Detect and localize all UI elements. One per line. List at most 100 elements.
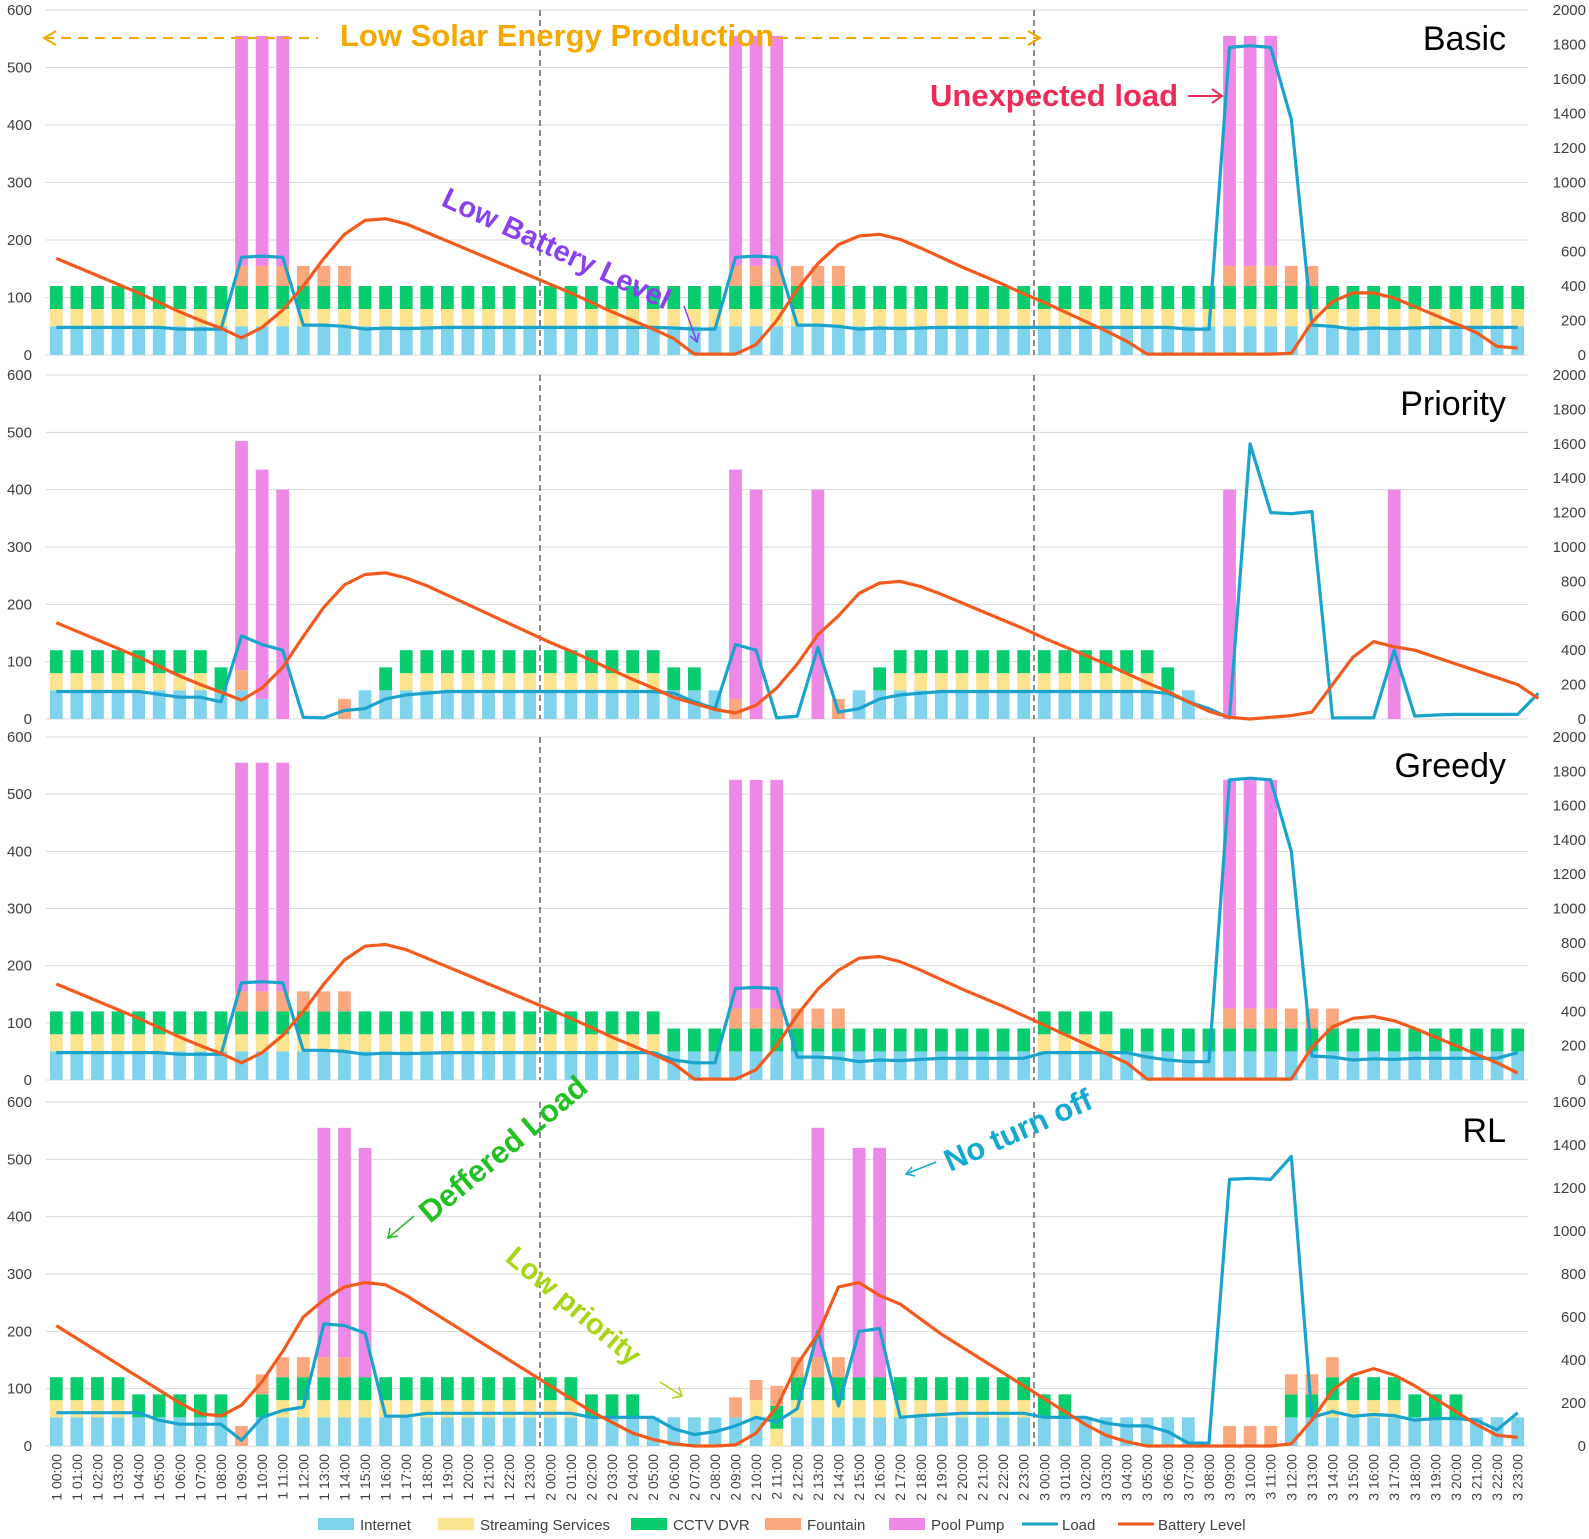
bar-cctv xyxy=(811,1028,825,1052)
y-left-tick-label: 600 xyxy=(7,729,32,746)
x-tick-label: 3 09:00 xyxy=(1222,1454,1238,1501)
bar-internet xyxy=(173,690,187,719)
bar-internet xyxy=(873,326,887,355)
x-tick-label: 3 14:00 xyxy=(1325,1454,1341,1501)
bar-streaming xyxy=(49,673,63,691)
bar-cctv xyxy=(49,1377,63,1401)
bar-internet xyxy=(173,326,187,355)
bar-fountain xyxy=(1326,1357,1339,1378)
bar-internet xyxy=(996,1051,1010,1080)
bar-fountain xyxy=(296,265,310,286)
bar-cctv xyxy=(1140,286,1154,309)
bar-internet xyxy=(235,1051,248,1080)
bar-cctv xyxy=(852,286,866,309)
x-tick-label: 1 16:00 xyxy=(378,1454,394,1501)
bar-fountain xyxy=(832,265,845,286)
bar-pool xyxy=(255,762,269,992)
load-line xyxy=(56,776,1519,1065)
bar-internet xyxy=(605,1051,619,1080)
bar-fountain xyxy=(770,1008,784,1029)
bar-streaming xyxy=(358,309,372,327)
bar-internet xyxy=(399,1051,413,1080)
bar-streaming xyxy=(585,1034,598,1052)
bar-internet xyxy=(790,326,804,355)
y-right-tick-label: 1200 xyxy=(1553,866,1586,883)
bar-streaming xyxy=(358,1034,372,1052)
bar-pool xyxy=(338,1127,351,1358)
x-tick-label: 3 13:00 xyxy=(1304,1454,1320,1501)
bar-internet xyxy=(1037,1051,1051,1080)
bar-cctv xyxy=(1140,650,1154,674)
x-tick-label: 1 05:00 xyxy=(151,1454,167,1501)
bar-cctv xyxy=(1120,286,1134,309)
bar-cctv xyxy=(893,1377,907,1401)
bar-cctv xyxy=(1346,286,1360,309)
bar-fountain xyxy=(276,1357,290,1378)
y-left-tick-label: 200 xyxy=(7,232,32,249)
bar-streaming xyxy=(111,1034,125,1052)
bar-internet xyxy=(111,1417,125,1446)
bar-cctv xyxy=(667,1028,681,1052)
bar-streaming xyxy=(976,309,989,327)
bar-internet xyxy=(1346,326,1360,355)
bar-internet xyxy=(91,690,104,719)
bar-internet xyxy=(1058,1051,1072,1080)
bar-cctv xyxy=(873,1377,887,1401)
bar-fountain xyxy=(1223,1008,1236,1029)
bar-streaming xyxy=(667,309,681,327)
x-tick-label: 1 11:00 xyxy=(275,1454,291,1500)
bar-internet xyxy=(976,326,989,355)
bar-internet xyxy=(1346,1051,1360,1080)
bar-internet xyxy=(1367,1051,1381,1080)
x-tick-label: 3 20:00 xyxy=(1448,1454,1464,1501)
bar-internet xyxy=(502,326,516,355)
legend-swatch-pool xyxy=(889,1518,925,1530)
annotation-no-turn-off: No turn off xyxy=(939,1082,1099,1179)
bar-cctv xyxy=(687,667,701,691)
bar-internet xyxy=(132,1051,146,1080)
bar-pool xyxy=(1223,35,1236,266)
bar-cctv xyxy=(543,650,557,674)
bar-pool xyxy=(770,779,784,1009)
bar-streaming xyxy=(49,309,63,327)
load-line xyxy=(56,44,1518,331)
y-right-tick-label: 0 xyxy=(1578,711,1586,728)
y-left-tick-label: 0 xyxy=(24,1072,32,1089)
bar-internet xyxy=(976,1051,989,1080)
bar-cctv xyxy=(317,1011,331,1035)
y-left-tick-label: 300 xyxy=(7,539,32,556)
bar-streaming xyxy=(296,1400,310,1418)
bar-streaming xyxy=(338,1400,351,1418)
bar-internet xyxy=(461,326,475,355)
bar-internet xyxy=(1428,326,1442,355)
bar-cctv xyxy=(626,1394,640,1418)
bar-cctv xyxy=(523,1011,537,1035)
bar-streaming xyxy=(1120,673,1134,691)
y-right-tick-label: 1000 xyxy=(1553,539,1586,556)
bar-streaming xyxy=(934,309,948,327)
bar-cctv xyxy=(996,286,1010,309)
bar-internet xyxy=(111,326,125,355)
bar-internet xyxy=(379,326,393,355)
x-tick-label: 2 09:00 xyxy=(728,1454,744,1501)
bar-streaming xyxy=(543,309,557,327)
bar-streaming xyxy=(502,673,516,691)
legend-label-streaming: Streaming Services xyxy=(480,1517,610,1534)
bar-internet xyxy=(564,1051,578,1080)
unexpected-load-arrowhead xyxy=(1211,88,1224,104)
bar-cctv xyxy=(646,286,660,309)
bar-pool xyxy=(749,489,763,719)
bar-internet xyxy=(91,1417,104,1446)
battery-line xyxy=(55,1280,1518,1448)
bar-internet xyxy=(893,1051,907,1080)
bar-internet xyxy=(502,1417,516,1446)
bar-streaming xyxy=(420,673,434,691)
bar-internet xyxy=(1408,1417,1422,1446)
x-tick-label: 2 17:00 xyxy=(892,1454,908,1501)
x-tick-label: 2 15:00 xyxy=(851,1454,867,1501)
bar-pool xyxy=(1264,35,1278,266)
x-tick-label: 3 18:00 xyxy=(1407,1454,1423,1501)
y-left-tick-label: 500 xyxy=(7,424,32,441)
bar-cctv xyxy=(49,1011,63,1035)
bar-cctv xyxy=(832,1028,845,1052)
